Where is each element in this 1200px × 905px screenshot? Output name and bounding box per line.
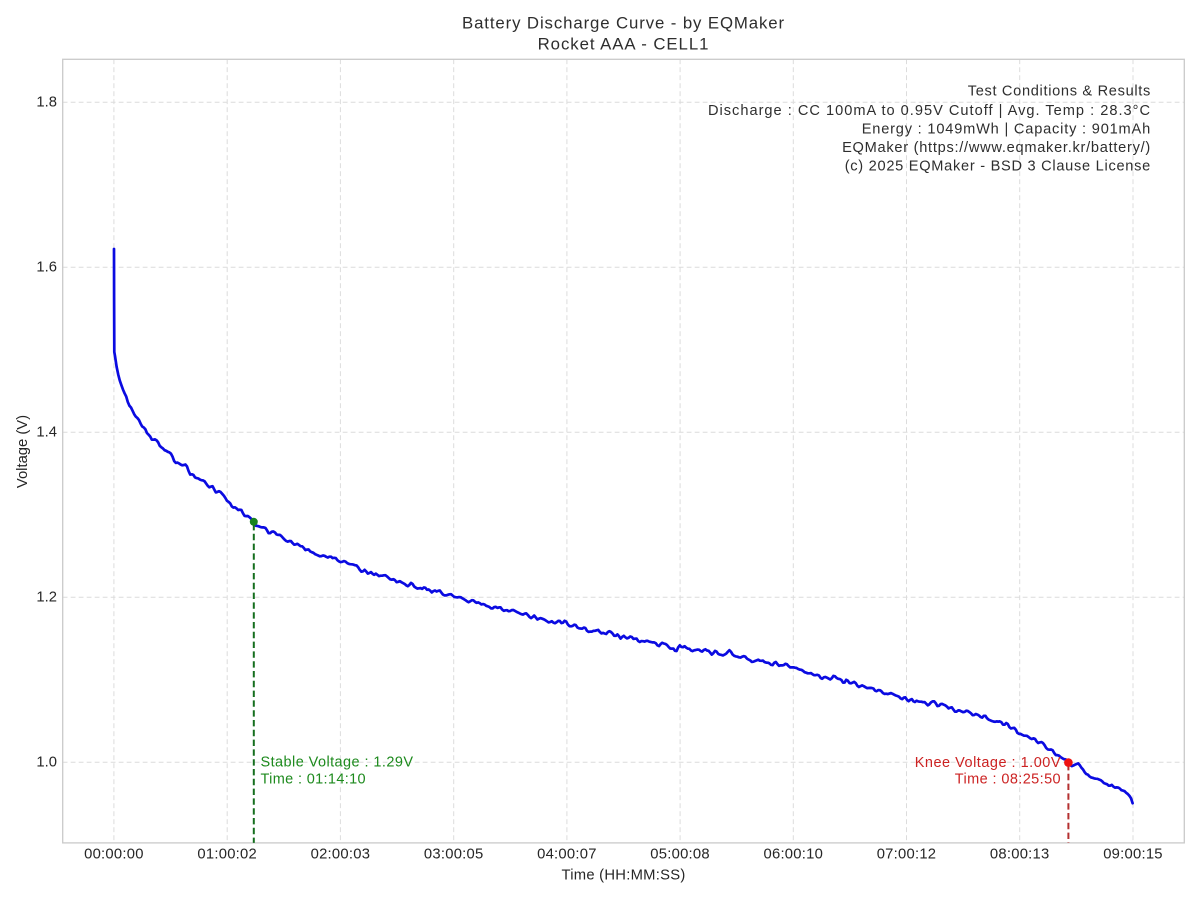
svg-text:Time (HH:MM:SS): Time (HH:MM:SS)	[561, 868, 685, 884]
svg-text:Rocket AAA - CELL1: Rocket AAA - CELL1	[538, 34, 710, 53]
svg-text:00:00:00: 00:00:00	[84, 847, 144, 863]
svg-text:(c) 2025 EQMaker - BSD 3 Claus: (c) 2025 EQMaker - BSD 3 Clause License	[845, 158, 1151, 174]
svg-text:02:00:03: 02:00:03	[311, 847, 371, 863]
svg-text:Time : 08:25:50: Time : 08:25:50	[955, 772, 1061, 788]
svg-text:1.8: 1.8	[36, 95, 57, 111]
svg-text:07:00:12: 07:00:12	[877, 847, 937, 863]
svg-text:03:00:05: 03:00:05	[424, 847, 484, 863]
svg-text:Stable Voltage : 1.29V: Stable Voltage : 1.29V	[261, 755, 414, 771]
svg-text:08:00:13: 08:00:13	[990, 847, 1050, 863]
svg-text:1.0: 1.0	[36, 755, 57, 771]
svg-text:01:00:02: 01:00:02	[197, 847, 257, 863]
svg-text:Discharge : CC 100mA to 0.95V: Discharge : CC 100mA to 0.95V Cutoff | A…	[708, 103, 1151, 119]
svg-text:Energy : 1049mWh | Capacity :: Energy : 1049mWh | Capacity : 901mAh	[862, 122, 1151, 138]
svg-text:Voltage (V): Voltage (V)	[15, 415, 31, 488]
svg-text:09:00:15: 09:00:15	[1103, 847, 1163, 863]
svg-text:Battery Discharge Curve - by E: Battery Discharge Curve - by EQMaker	[462, 14, 785, 33]
svg-text:1.4: 1.4	[36, 425, 57, 441]
svg-text:1.2: 1.2	[36, 590, 57, 606]
svg-text:06:00:10: 06:00:10	[763, 847, 823, 863]
svg-text:Knee Voltage : 1.00V: Knee Voltage : 1.00V	[915, 755, 1061, 771]
svg-text:Test Conditions & Results: Test Conditions & Results	[968, 84, 1151, 100]
svg-text:Time : 01:14:10: Time : 01:14:10	[261, 771, 366, 787]
svg-text:1.6: 1.6	[36, 260, 57, 276]
svg-text:05:00:08: 05:00:08	[650, 847, 710, 863]
svg-text:EQMaker (https://www.eqmaker.k: EQMaker (https://www.eqmaker.kr/battery/…	[842, 140, 1151, 156]
svg-text:04:00:07: 04:00:07	[537, 847, 597, 863]
